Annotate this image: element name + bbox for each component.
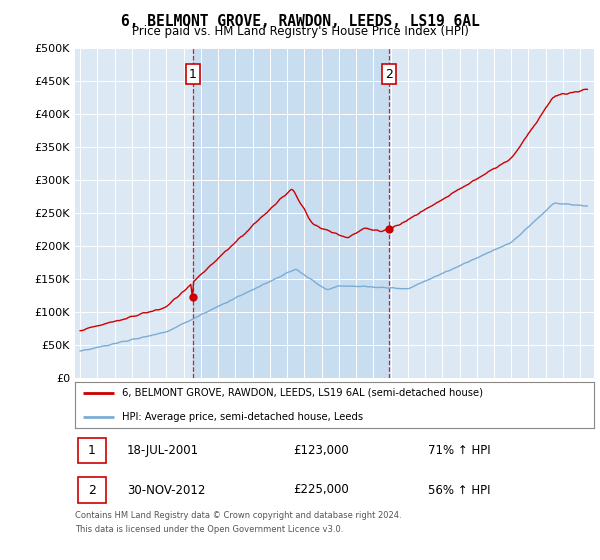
Text: 1: 1 <box>88 444 96 458</box>
Text: 2: 2 <box>385 68 393 81</box>
FancyBboxPatch shape <box>77 477 106 503</box>
Text: £123,000: £123,000 <box>293 444 349 458</box>
Text: 6, BELMONT GROVE, RAWDON, LEEDS, LS19 6AL (semi-detached house): 6, BELMONT GROVE, RAWDON, LEEDS, LS19 6A… <box>122 388 483 398</box>
Text: 30-NOV-2012: 30-NOV-2012 <box>127 483 205 497</box>
Text: Contains HM Land Registry data © Crown copyright and database right 2024.: Contains HM Land Registry data © Crown c… <box>75 511 401 520</box>
Text: 71% ↑ HPI: 71% ↑ HPI <box>428 444 491 458</box>
FancyBboxPatch shape <box>77 438 106 464</box>
Bar <box>193 48 389 378</box>
Text: 6, BELMONT GROVE, RAWDON, LEEDS, LS19 6AL: 6, BELMONT GROVE, RAWDON, LEEDS, LS19 6A… <box>121 14 479 29</box>
Text: 18-JUL-2001: 18-JUL-2001 <box>127 444 199 458</box>
Text: 1: 1 <box>189 68 197 81</box>
Text: HPI: Average price, semi-detached house, Leeds: HPI: Average price, semi-detached house,… <box>122 412 363 422</box>
Text: Price paid vs. HM Land Registry's House Price Index (HPI): Price paid vs. HM Land Registry's House … <box>131 25 469 38</box>
Text: 2: 2 <box>88 483 96 497</box>
Text: 56% ↑ HPI: 56% ↑ HPI <box>428 483 490 497</box>
Text: This data is licensed under the Open Government Licence v3.0.: This data is licensed under the Open Gov… <box>75 525 343 534</box>
Text: £225,000: £225,000 <box>293 483 349 497</box>
